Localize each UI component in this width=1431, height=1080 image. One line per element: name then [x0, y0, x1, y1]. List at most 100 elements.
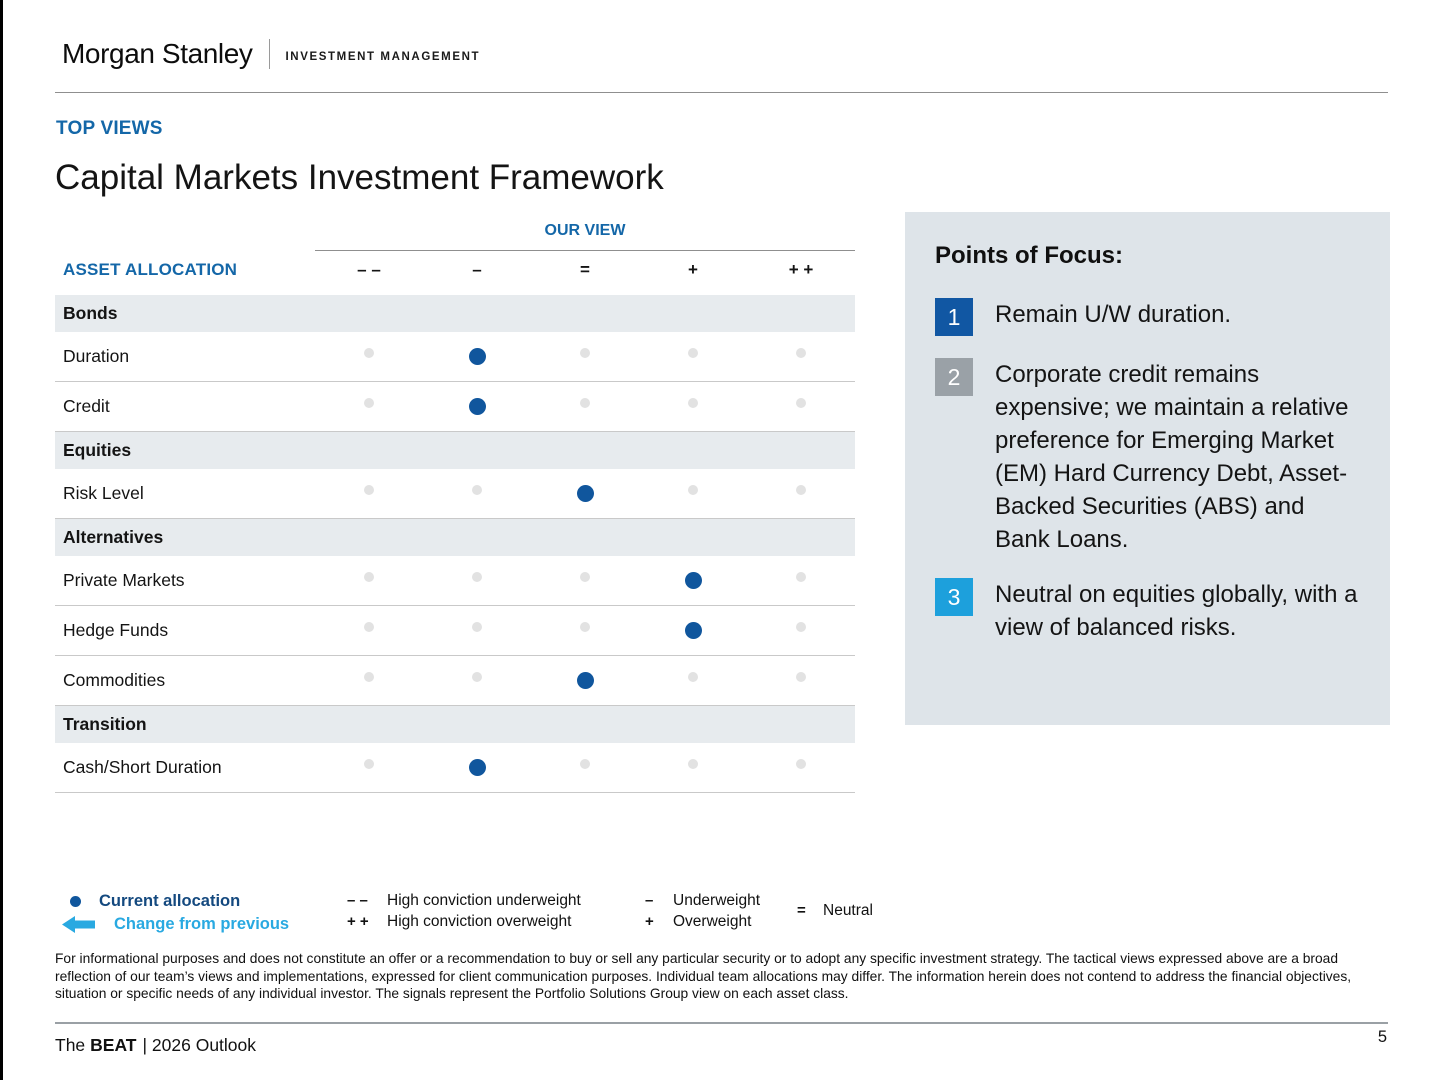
masthead: Morgan Stanley INVESTMENT MANAGEMENT [62, 38, 480, 70]
footer-rule [55, 1022, 1388, 1024]
legend-label: High conviction underweight [387, 891, 581, 909]
column-header-symbol: + + [788, 260, 814, 279]
allocation-cell [315, 485, 423, 495]
inactive-dot-icon [364, 348, 374, 358]
focus-item-text: Corporate credit remains expensive; we m… [995, 361, 1349, 553]
allocation-cells [315, 348, 855, 365]
change-arrow-icon [62, 916, 95, 933]
allocation-cell [531, 572, 639, 582]
inactive-dot-icon [580, 572, 590, 582]
focus-item-number-badge: 3 [935, 578, 973, 616]
inactive-dot-icon [796, 485, 806, 495]
inactive-dot-icon [580, 398, 590, 408]
inactive-dot-icon [796, 572, 806, 582]
table-row: Risk Level [55, 469, 855, 519]
current-allocation-dot-icon [468, 759, 486, 776]
inactive-dot-icon [580, 348, 590, 358]
allocation-cell [531, 398, 639, 408]
asset-label: Hedge Funds [63, 620, 169, 640]
asset-label: Commodities [63, 670, 166, 690]
page-number: 5 [1377, 1028, 1387, 1046]
legend-symbol: + + [347, 913, 369, 930]
focus-item: 3 Neutral on equities globally, with a vi… [935, 578, 1360, 644]
column-header-symbol: = [580, 260, 590, 279]
allocation-cell [423, 572, 531, 582]
inactive-dot-icon [688, 672, 698, 682]
brand-logo: Morgan Stanley [62, 38, 253, 69]
legend-neutral: = Neutral [797, 900, 873, 921]
table-row: Private Markets [55, 556, 855, 606]
allocation-cell [639, 572, 747, 589]
column-header-symbol: + [688, 260, 698, 279]
table-row: Credit [55, 382, 855, 432]
allocation-cell [531, 622, 639, 632]
allocation-cell [315, 622, 423, 632]
allocation-cell [639, 622, 747, 639]
inactive-dot-icon [364, 622, 374, 632]
points-of-focus-panel: Points of Focus: 1 Remain U/W duration. 2 C… [905, 212, 1390, 725]
table-header-row: ASSET ALLOCATION – – – = + + + [55, 260, 855, 280]
current-allocation-dot-icon [468, 348, 486, 365]
allocation-cell [531, 672, 639, 689]
focus-item: 2 Corporate credit remains expensive; we … [935, 358, 1360, 556]
inactive-dot-icon [580, 622, 590, 632]
current-allocation-dot-icon [684, 572, 702, 589]
allocation-cell [315, 759, 423, 769]
inactive-dot-icon [364, 485, 374, 495]
legend-item: + Overweight [645, 911, 760, 932]
inactive-dot-icon [688, 398, 698, 408]
legend-allocation-keys: Current allocation Change from previous [62, 890, 289, 936]
section-label: Bonds [63, 303, 118, 323]
inactive-dot-icon [364, 572, 374, 582]
inactive-dot-icon [688, 485, 698, 495]
inactive-dot-icon [364, 759, 374, 769]
points-of-focus-list: 1 Remain U/W duration. 2 Corporate credit r… [935, 298, 1360, 644]
legend-symbol: – – [347, 892, 368, 909]
inactive-dot-icon [472, 622, 482, 632]
division-label: INVESTMENT MANAGEMENT [285, 50, 481, 63]
section-label: Alternatives [63, 527, 164, 547]
inactive-dot-icon [688, 348, 698, 358]
inactive-dot-icon [688, 759, 698, 769]
legend-label: High conviction overweight [387, 912, 572, 930]
section-label: Equities [63, 440, 132, 460]
inactive-dot-icon [796, 348, 806, 358]
section-label: Transition [63, 714, 147, 734]
asset-allocation-label: ASSET ALLOCATION [63, 260, 238, 279]
asset-label: Private Markets [63, 570, 185, 590]
allocation-cells [315, 622, 855, 639]
allocation-cell [315, 348, 423, 358]
allocation-cell [531, 485, 639, 502]
our-view-header: OUR VIEW [315, 222, 855, 251]
allocation-cell [747, 572, 855, 582]
legend-item: + + High conviction overweight [347, 911, 581, 932]
current-allocation-dot-icon [468, 398, 486, 415]
current-allocation-dot-icon [70, 896, 81, 907]
inactive-dot-icon [580, 759, 590, 769]
allocation-cell [747, 348, 855, 358]
current-allocation-dot-icon [576, 672, 594, 689]
allocation-cell [315, 398, 423, 408]
inactive-dot-icon [796, 622, 806, 632]
page-title: Capital Markets Investment Framework [55, 158, 664, 197]
allocation-cell [423, 672, 531, 682]
table-row: Commodities [55, 656, 855, 706]
legend-symbol: – [645, 892, 654, 909]
allocation-cells [315, 398, 855, 415]
focus-item-text: Neutral on equities globally, with a vie… [995, 581, 1358, 641]
current-allocation-dot-icon [684, 622, 702, 639]
allocation-cells [315, 672, 855, 689]
allocation-cell [639, 398, 747, 408]
allocation-cell [639, 485, 747, 495]
table-section-row: Transition [55, 706, 855, 743]
asset-label: Risk Level [63, 483, 144, 503]
legend-item: = Neutral [797, 900, 873, 921]
column-header-symbol: – – [357, 260, 381, 279]
footer-suffix: | 2026 Outlook [142, 1035, 257, 1055]
allocation-cell [423, 622, 531, 632]
inactive-dot-icon [472, 672, 482, 682]
allocation-cell [639, 759, 747, 769]
allocation-cell [423, 759, 531, 776]
legend-label: Neutral [823, 901, 873, 919]
allocation-cell [747, 398, 855, 408]
